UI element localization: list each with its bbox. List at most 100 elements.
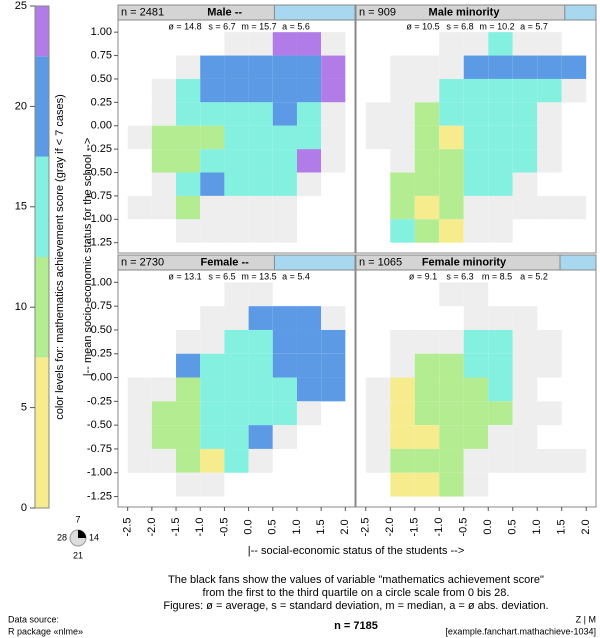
y-tick-label: -1.00 — [87, 213, 112, 225]
cell — [463, 172, 489, 196]
cell — [488, 78, 513, 103]
cell — [176, 377, 201, 402]
cell — [439, 329, 464, 354]
cell — [414, 329, 440, 354]
cell — [176, 401, 201, 426]
cell — [272, 125, 297, 150]
cell — [512, 377, 538, 402]
cell — [414, 172, 440, 196]
cell — [151, 425, 177, 449]
cell — [248, 306, 273, 330]
cell — [365, 425, 391, 449]
cell — [512, 149, 538, 173]
panel-stat: m = 13.5 — [241, 271, 276, 281]
color-band — [35, 357, 49, 508]
cell — [488, 32, 513, 56]
cell — [414, 353, 440, 378]
y-tick-label: 0.75 — [91, 300, 112, 312]
x-tick-label: 2.0 — [580, 519, 592, 534]
cell — [224, 377, 249, 402]
cell — [321, 306, 346, 330]
cell — [512, 125, 538, 150]
cell — [296, 172, 322, 196]
cell — [561, 448, 587, 473]
cell — [151, 125, 177, 150]
panel-stat: ø = 13.1 — [168, 271, 201, 281]
x-tick-label: -1.5 — [409, 518, 421, 537]
source: R package «nlme» — [8, 626, 83, 636]
panel-stat: a = 5.4 — [282, 271, 310, 281]
cell — [176, 102, 201, 126]
x-tick-label: 1.0 — [291, 519, 303, 534]
cell — [200, 425, 225, 449]
cell — [272, 149, 297, 173]
cell — [127, 377, 152, 402]
color-band — [35, 257, 49, 358]
cell — [463, 149, 489, 173]
cell — [561, 55, 587, 79]
cell — [224, 78, 249, 103]
strip-n: n = 1065 — [359, 256, 402, 268]
colorbar-tick-label: 10 — [15, 301, 27, 313]
cell — [512, 353, 538, 378]
y-tick-label: -1.25 — [87, 490, 112, 502]
cell — [512, 195, 538, 220]
cell — [390, 102, 415, 126]
cell — [488, 195, 513, 220]
cell — [512, 172, 538, 196]
cell — [488, 172, 513, 196]
y-tick-label: -1.25 — [87, 237, 112, 249]
panel-stat: s = 6.7 — [208, 21, 235, 31]
cell — [414, 102, 440, 126]
x-tick-label: 0.5 — [507, 519, 519, 534]
cell — [224, 172, 249, 196]
cell — [224, 219, 249, 243]
cell — [512, 78, 538, 103]
x-tick-label: -1.0 — [194, 518, 206, 537]
y-tick-label: 1.00 — [91, 26, 112, 38]
cell — [272, 102, 297, 126]
cell — [537, 353, 562, 378]
cell — [463, 401, 489, 426]
cell — [488, 425, 513, 449]
cell — [390, 401, 415, 426]
cell — [463, 55, 489, 79]
cell — [296, 125, 322, 150]
panel-stat: a = 5.6 — [282, 21, 310, 31]
cell — [224, 32, 249, 56]
cell — [224, 306, 249, 330]
cell — [463, 125, 489, 150]
cell — [537, 78, 562, 103]
cell — [296, 353, 322, 378]
cell — [176, 219, 201, 243]
cell — [365, 448, 391, 473]
x-tick-label: 0.0 — [482, 519, 494, 534]
colorbar-tick-label: 20 — [15, 100, 27, 112]
cell — [439, 219, 464, 243]
y-tick-label: 0.00 — [91, 120, 112, 132]
x-tick-label: -1.0 — [433, 518, 445, 537]
cell — [272, 219, 297, 243]
cell — [272, 306, 297, 330]
strip-share — [564, 4, 597, 21]
scale-label: 21 — [73, 550, 83, 560]
cell — [176, 195, 201, 220]
cell — [439, 425, 464, 449]
cell — [272, 78, 297, 103]
cell — [537, 55, 562, 79]
x-tick-label: 0.5 — [267, 519, 279, 534]
cell — [463, 377, 489, 402]
cell — [296, 55, 322, 79]
color-band — [35, 6, 49, 57]
cell — [248, 282, 273, 307]
cell — [439, 55, 464, 79]
panel-stat: s = 6.5 — [208, 271, 235, 281]
cell — [512, 55, 538, 79]
cell — [537, 195, 562, 220]
y-tick-label: -0.25 — [87, 395, 112, 407]
strip-n: n = 2481 — [121, 6, 164, 18]
cell — [224, 55, 249, 79]
cell — [390, 55, 415, 79]
cell — [151, 448, 177, 473]
